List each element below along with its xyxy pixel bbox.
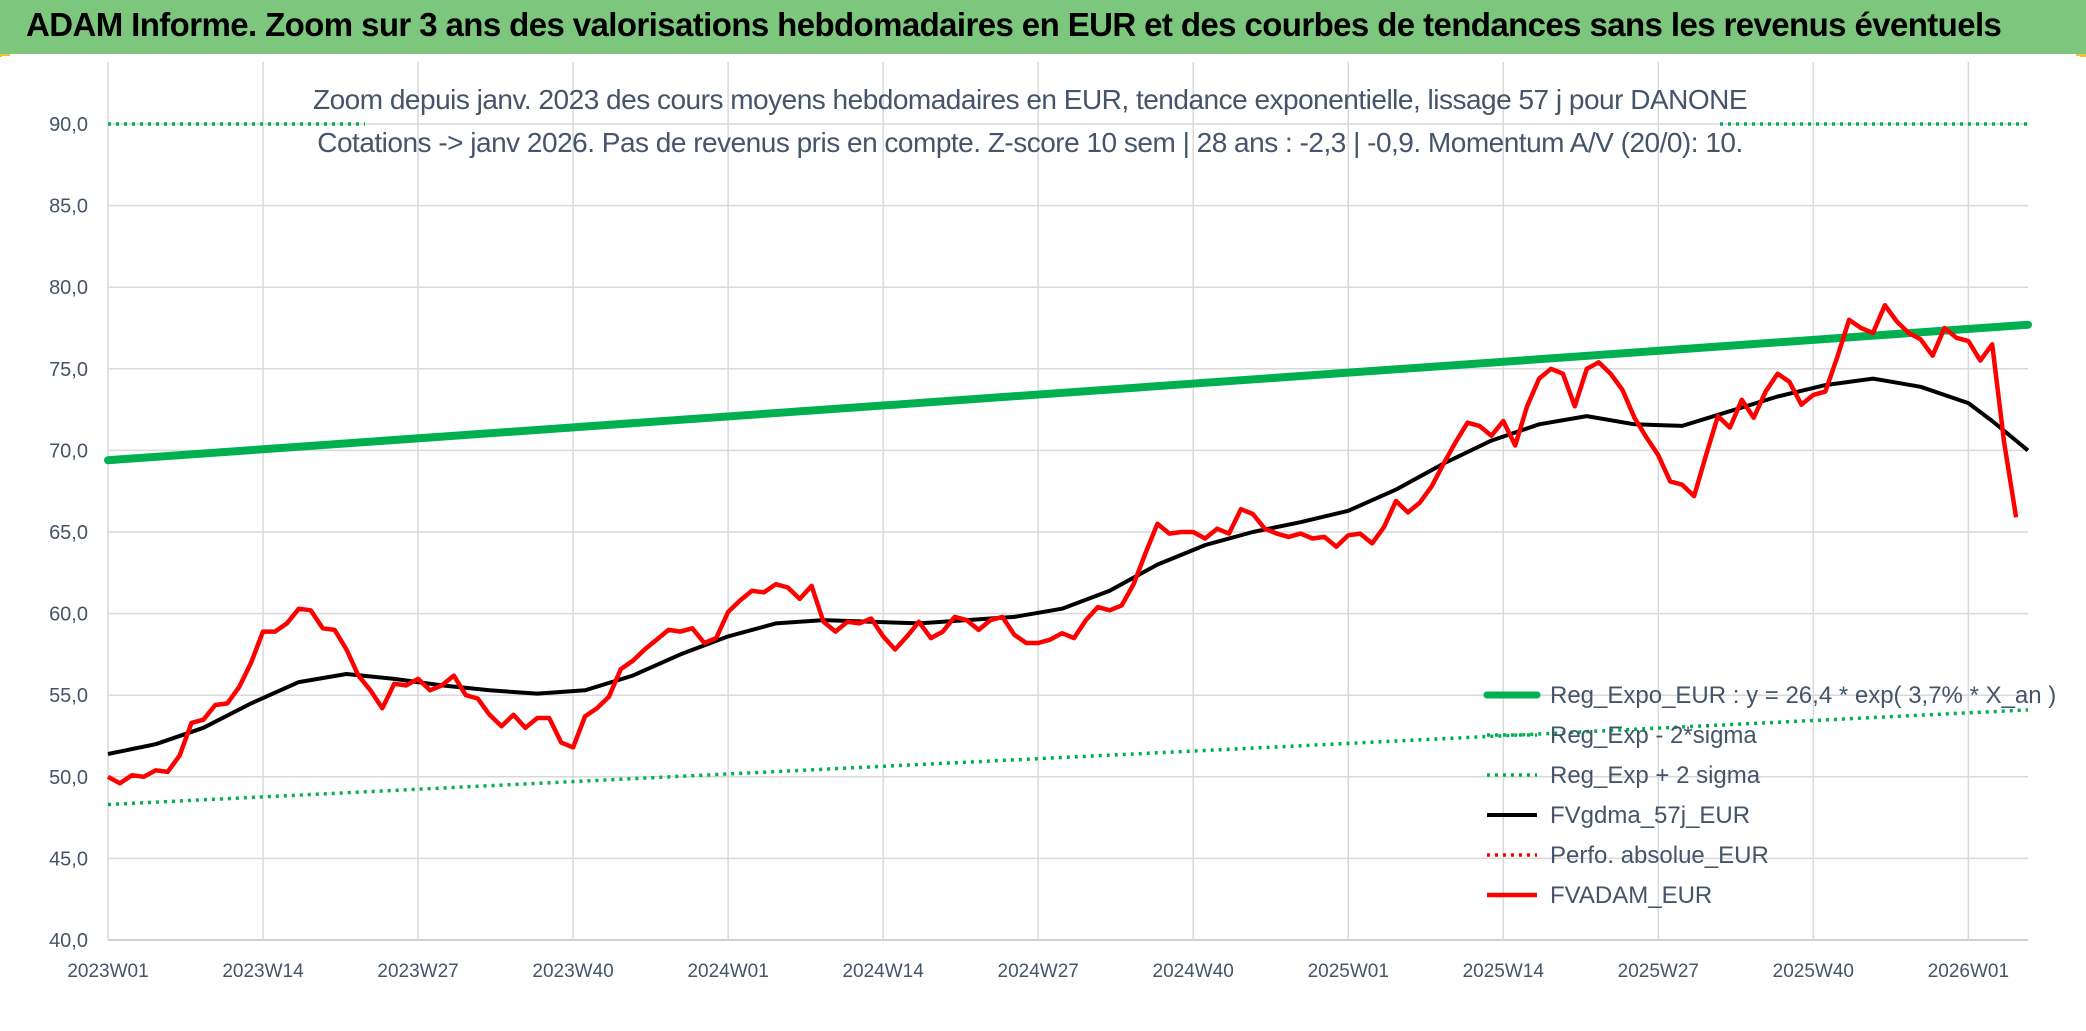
x-axis: 2023W01 2023W14 2023W27 2023W40 2024W01 2024W…	[67, 961, 2009, 982]
y-tick-label: 40,0	[49, 930, 88, 952]
chart-title-line-2: Cotations -> janv 2026. Pas de revenus p…	[317, 127, 1743, 158]
x-tick-label: 2025W14	[1463, 961, 1545, 982]
series-line-2	[107, 708, 2029, 807]
x-tick-label: 2024W14	[842, 961, 924, 982]
x-tick-label: 2024W40	[1153, 961, 1234, 982]
legend-label: Reg_Expo_EUR : y = 26,4 * exp( 3,7% * X_…	[1550, 682, 2056, 709]
x-tick-label: 2025W27	[1618, 961, 1699, 982]
legend-label: FVgdma_57j_EUR	[1550, 802, 1750, 829]
y-tick-label: 50,0	[49, 767, 88, 789]
x-tick-label: 2023W40	[532, 961, 613, 982]
header-banner: ADAM Informe. Zoom sur 3 ans des valoris…	[0, 0, 2086, 54]
legend-label: Reg_Exp + 2 sigma	[1550, 762, 1761, 789]
legend-label: Reg_Exp - 2*sigma	[1550, 722, 1757, 749]
y-tick-label: 45,0	[49, 848, 88, 870]
x-tick-label: 2024W27	[998, 961, 1079, 982]
y-tick-label: 85,0	[49, 196, 88, 218]
legend: Reg_Expo_EUR : y = 26,4 * exp( 3,7% * X_…	[1483, 682, 2056, 909]
accent-left	[0, 54, 10, 57]
series-line-5	[106, 302, 2019, 786]
legend-label: FVADAM_EUR	[1550, 882, 1712, 909]
y-tick-label: 60,0	[49, 604, 88, 626]
series-layer	[104, 122, 2032, 807]
x-tick-label: 2024W01	[687, 961, 768, 982]
x-tick-label: 2026W01	[1928, 961, 2009, 982]
chart-background	[2, 56, 2080, 1027]
chart-title-line-1: Zoom depuis janv. 2023 des cours moyens …	[313, 84, 1748, 115]
y-tick-label: 90,0	[49, 114, 88, 136]
x-tick-label: 2025W01	[1308, 961, 1389, 982]
x-tick-label: 2025W40	[1773, 961, 1854, 982]
y-tick-label: 80,0	[49, 277, 88, 299]
y-tick-label: 55,0	[49, 685, 88, 707]
accent-right	[2076, 54, 2086, 57]
y-tick-label: 70,0	[49, 440, 88, 462]
y-tick-label: 65,0	[49, 522, 88, 544]
x-tick-label: 2023W01	[67, 961, 148, 982]
y-axis: 40,0 45,0 50,0 55,0 60,0 65,0 70,0 75,0 80,0 85,0…	[49, 114, 88, 952]
page-title: ADAM Informe. Zoom sur 3 ans des valoris…	[26, 6, 2002, 43]
grid	[107, 62, 2028, 941]
x-tick-label: 2023W27	[377, 961, 458, 982]
x-tick-label: 2023W14	[222, 961, 304, 982]
legend-label: Perfo. absolue_EUR	[1550, 842, 1769, 869]
y-tick-label: 75,0	[49, 359, 88, 381]
series-line-0	[104, 320, 2032, 465]
